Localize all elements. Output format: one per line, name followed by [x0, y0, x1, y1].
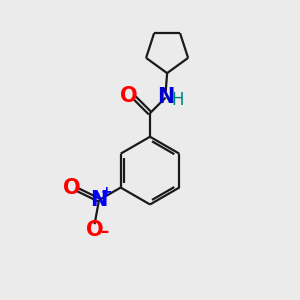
Text: N: N: [157, 87, 174, 107]
Text: O: O: [86, 220, 104, 240]
Text: +: +: [100, 185, 112, 199]
Text: O: O: [62, 178, 80, 198]
Text: H: H: [172, 91, 184, 109]
Text: O: O: [120, 86, 137, 106]
Text: N: N: [90, 190, 108, 210]
Text: –: –: [100, 223, 108, 241]
